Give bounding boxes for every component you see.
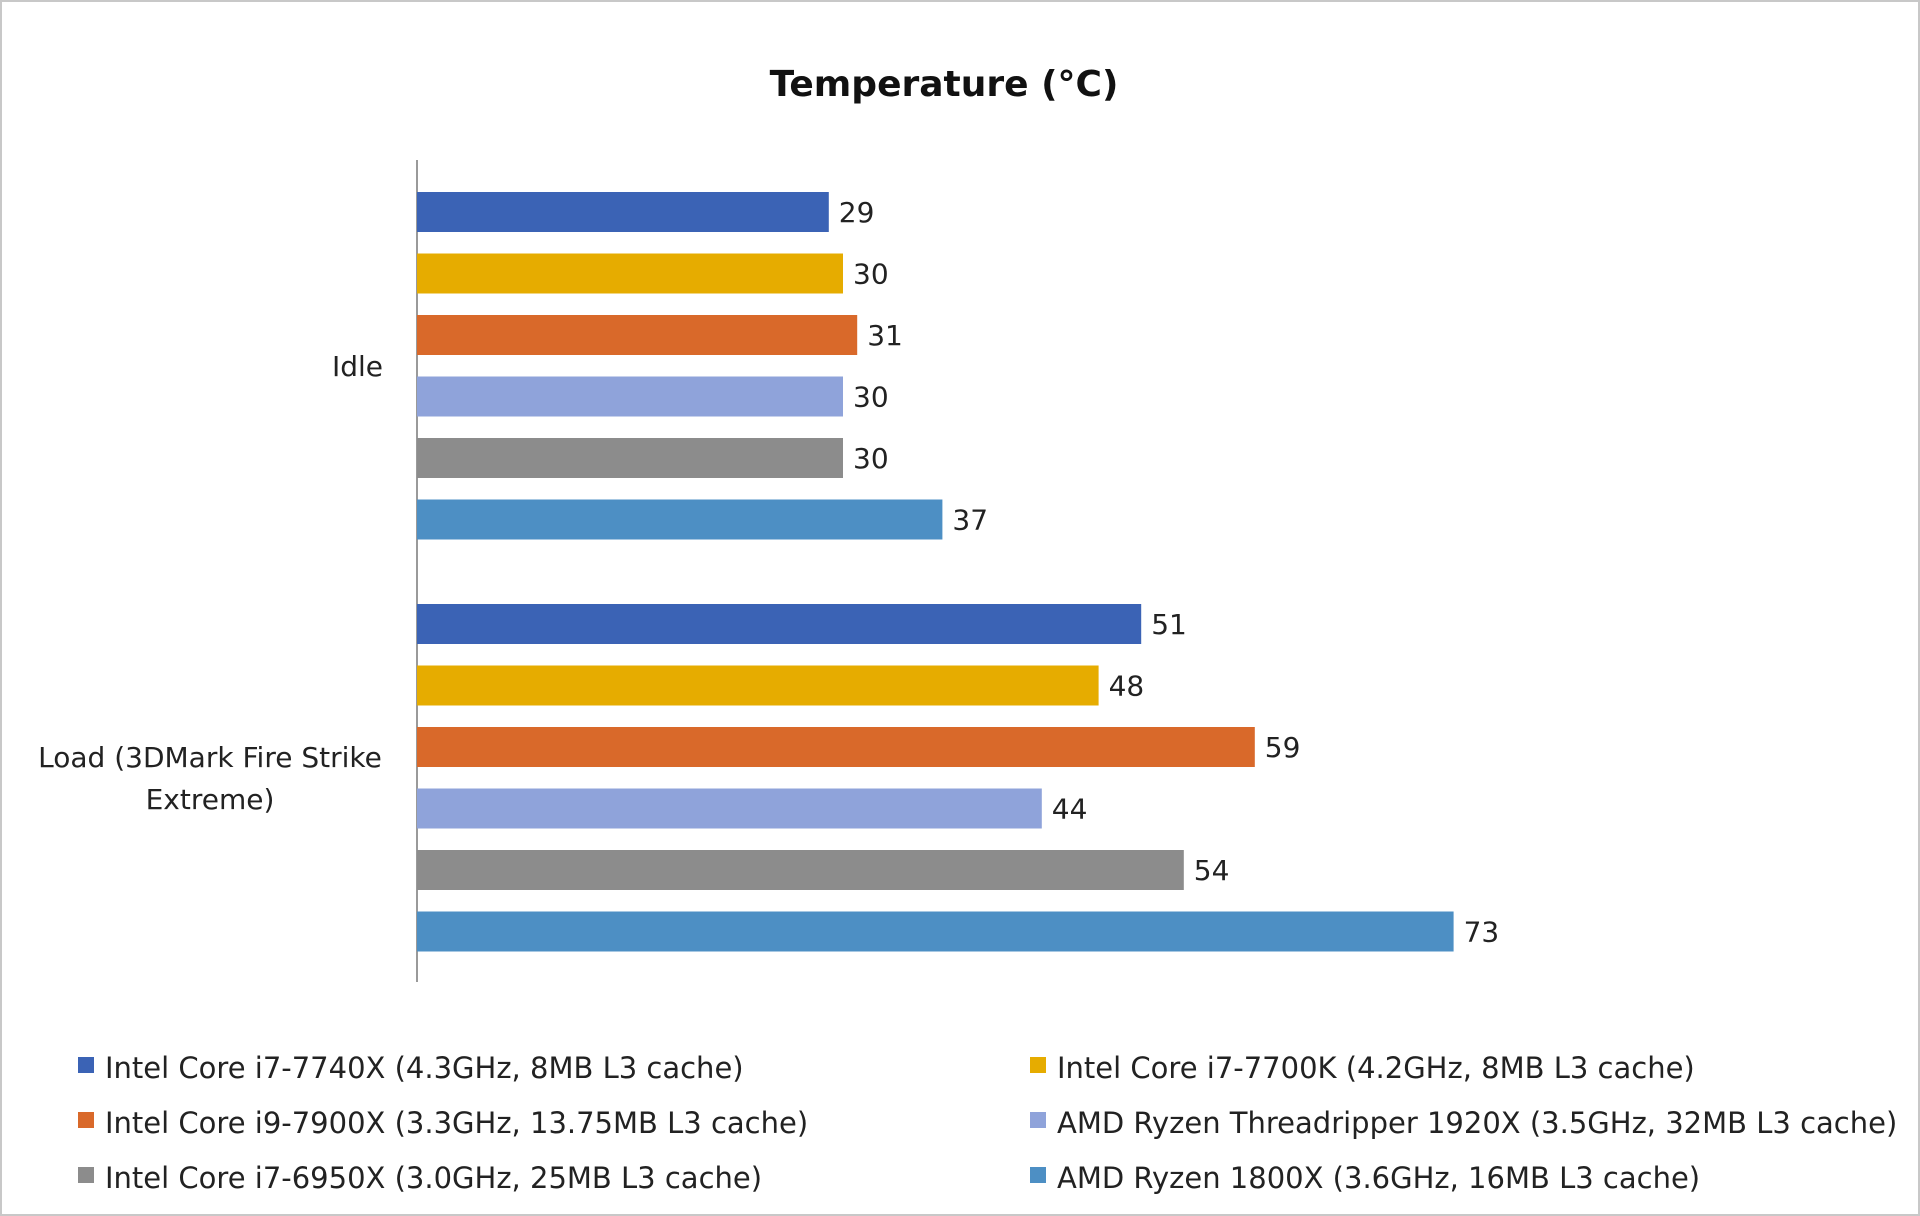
value-label: 44 — [1052, 793, 1088, 826]
category-label: Load (3DMark Fire Strike — [38, 741, 382, 774]
bar-idle-0 — [417, 192, 829, 232]
value-label: 37 — [952, 504, 988, 537]
legend: Intel Core i7-7740X (4.3GHz, 8MB L3 cach… — [78, 1051, 1897, 1195]
value-label: 29 — [839, 196, 875, 229]
chart-title: Temperature (°C) — [770, 64, 1119, 105]
bar-load-4 — [417, 850, 1184, 890]
legend-label: Intel Core i7-6950X (3.0GHz, 25MB L3 cac… — [105, 1161, 762, 1195]
legend-swatch — [78, 1112, 94, 1128]
bar-idle-1 — [417, 253, 843, 294]
bar-idle-5 — [417, 499, 943, 540]
value-label: 30 — [853, 442, 889, 475]
legend-swatch — [78, 1057, 94, 1073]
category-labels: Idle Load (3DMark Fire Strike Extreme) — [38, 350, 383, 816]
legend-label: AMD Ryzen Threadripper 1920X (3.5GHz, 32… — [1057, 1106, 1897, 1140]
legend-label: Intel Core i7-7700K (4.2GHz, 8MB L3 cach… — [1057, 1051, 1695, 1085]
category-label: Idle — [332, 350, 383, 383]
bar-idle-2 — [417, 315, 858, 355]
bar-load-5 — [417, 911, 1454, 952]
value-label: 51 — [1151, 608, 1187, 641]
legend-label: Intel Core i9-7900X (3.3GHz, 13.75MB L3 … — [105, 1106, 808, 1140]
bar-load-2 — [417, 727, 1255, 767]
category-label: Extreme) — [146, 783, 275, 816]
value-label: 30 — [853, 381, 889, 414]
legend-label: AMD Ryzen 1800X (3.6GHz, 16MB L3 cache) — [1057, 1161, 1700, 1195]
value-label: 31 — [867, 319, 903, 352]
bar-load-0 — [417, 604, 1142, 644]
legend-swatch — [78, 1167, 94, 1183]
bar-idle-4 — [417, 438, 843, 478]
legend-swatch — [1030, 1167, 1046, 1183]
value-label: 48 — [1109, 670, 1145, 703]
value-label: 73 — [1464, 916, 1500, 949]
value-label: 30 — [853, 258, 889, 291]
value-label: 54 — [1194, 854, 1230, 887]
bar-load-1 — [417, 665, 1099, 706]
legend-label: Intel Core i7-7740X (4.3GHz, 8MB L3 cach… — [105, 1051, 744, 1085]
value-label: 59 — [1265, 731, 1301, 764]
legend-swatch — [1030, 1057, 1046, 1073]
bar-idle-3 — [417, 376, 843, 417]
legend-swatch — [1030, 1112, 1046, 1128]
bar-load-3 — [417, 788, 1042, 829]
